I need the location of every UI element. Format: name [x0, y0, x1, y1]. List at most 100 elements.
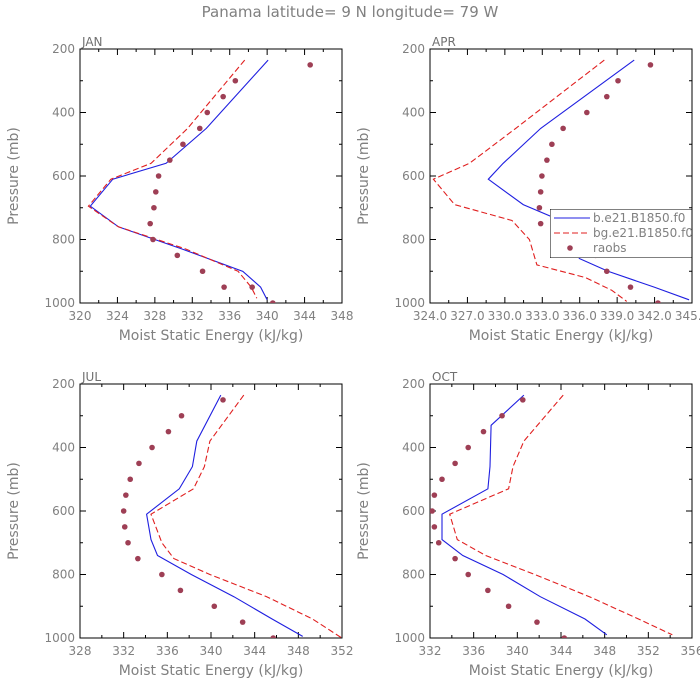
point-raobs-oct-15 — [561, 635, 568, 638]
panel-label-apr: APR — [432, 35, 456, 49]
y-tick-label-jan-3: 800 — [52, 233, 75, 247]
point-raobs-apr-5 — [549, 141, 555, 148]
point-raobs-jul-13 — [211, 603, 218, 610]
point-raobs-oct-9 — [435, 539, 442, 546]
point-raobs-apr-1 — [615, 77, 621, 84]
x-tick-label-jul-3: 340 — [200, 644, 223, 658]
series-line-b-e21-b1850-f0-jul — [146, 394, 303, 637]
y-tick-label-jul-4: 1000 — [44, 631, 75, 645]
point-raobs-jul-12 — [177, 587, 184, 594]
point-raobs-apr-2 — [603, 93, 610, 100]
panel-apr: APR 324.0 327.0 330.0 333.0 336.0 339.0 342.0 34… — [356, 35, 700, 344]
point-raobs-jan-7 — [155, 173, 162, 179]
point-raobs-jul-10 — [135, 555, 141, 562]
x-tick-label-jan-5: 340 — [256, 309, 279, 323]
series-line-b-e21-b1850-f0-apr — [487, 59, 690, 301]
point-raobs-jul-7 — [120, 508, 127, 514]
y-axis-label-jan: Pressure (mb) — [6, 127, 22, 225]
point-raobs-jul-1 — [178, 412, 185, 419]
series-line-b-e21-b1850-f0-jan — [89, 59, 269, 301]
figure-title: Panama latitude= 9 N longitude= 79 W — [202, 3, 499, 21]
point-raobs-jan-1 — [232, 77, 239, 84]
panel-label-jul: JUL — [81, 370, 101, 384]
point-raobs-apr-8 — [537, 189, 544, 195]
point-raobs-jan-8 — [152, 189, 159, 195]
point-raobs-jan-13 — [199, 268, 206, 275]
point-raobs-apr-16 — [655, 300, 661, 303]
panel-label-oct: OCT — [432, 370, 458, 384]
point-raobs-apr-6 — [544, 157, 550, 163]
y-tick-label-oct-1: 400 — [402, 441, 425, 455]
point-raobs-jan-4 — [196, 125, 203, 132]
y-tick-label-apr-4: 1000 — [394, 296, 425, 310]
point-raobs-oct-12 — [485, 587, 491, 594]
x-tick-label-jul-0: 328 — [69, 644, 92, 658]
point-raobs-apr-10 — [537, 220, 544, 227]
y-tick-label-jul-0: 200 — [52, 377, 75, 391]
point-raobs-apr-4 — [560, 125, 566, 132]
point-raobs-oct-14 — [534, 619, 540, 625]
x-tick-label-jan-3: 332 — [181, 309, 204, 323]
point-raobs-jan-12 — [174, 252, 181, 259]
point-raobs-oct-2 — [480, 428, 487, 435]
x-tick-label-oct-1: 336 — [462, 644, 485, 658]
series-line-bg-e21-b1850-f0-oct — [449, 394, 673, 636]
point-raobs-oct-11 — [465, 571, 472, 578]
point-raobs-jan-2 — [220, 93, 226, 100]
point-raobs-jul-6 — [123, 492, 129, 498]
point-raobs-oct-1 — [499, 412, 505, 419]
y-tick-label-jul-2: 600 — [52, 504, 75, 518]
point-raobs-jul-14 — [239, 619, 246, 625]
point-raobs-jan-0 — [307, 62, 313, 68]
x-tick-label-jan-6: 344 — [293, 309, 316, 323]
y-axis-label-apr: Pressure (mb) — [356, 127, 372, 225]
point-raobs-apr-15 — [627, 284, 634, 290]
x-tick-label-apr-0: 324.0 — [413, 309, 447, 323]
x-tick-label-jul-1: 332 — [112, 644, 135, 658]
chart-panels: JAN 320 324 328 332 336 340 344 348 200 400 600 800 1… — [6, 35, 700, 679]
legend-label-b-e21-b1850-f0: b.e21.B1850.f0 — [593, 211, 685, 225]
point-raobs-oct-5 — [439, 476, 445, 483]
x-tick-label-apr-7: 345.0 — [675, 309, 700, 323]
series-line-bg-e21-b1850-f0-jan — [87, 59, 258, 299]
x-tick-label-oct-5: 352 — [637, 644, 660, 658]
y-tick-label-oct-2: 600 — [402, 504, 425, 518]
x-tick-label-jul-5: 348 — [287, 644, 310, 658]
y-tick-label-jan-4: 1000 — [44, 296, 75, 310]
point-raobs-apr-7 — [539, 173, 545, 179]
legend-marker-raobs — [567, 245, 573, 251]
x-tick-label-apr-4: 336.0 — [563, 309, 597, 323]
data-layer-jul — [120, 394, 342, 638]
point-raobs-jul-8 — [121, 524, 128, 530]
point-raobs-jan-9 — [151, 204, 157, 211]
point-raobs-jul-2 — [165, 428, 172, 435]
y-tick-label-apr-2: 600 — [402, 169, 425, 183]
x-tick-label-jan-7: 348 — [331, 309, 354, 323]
point-raobs-jan-3 — [204, 109, 211, 116]
x-tick-label-jan-2: 328 — [143, 309, 166, 323]
panel-jan: JAN 320 324 328 332 336 340 344 348 200 400 600 800 1… — [6, 35, 353, 344]
point-raobs-jul-3 — [149, 444, 155, 451]
x-axis-label-apr: Moist Static Energy (kJ/kg) — [469, 328, 654, 344]
panel-oct: OCT 332 336 340 344 348 352 356 200 400 600 800 1000… — [356, 370, 700, 679]
y-tick-label-apr-3: 800 — [402, 233, 425, 247]
plot-frame-jul — [79, 383, 343, 639]
plot-frame-oct — [429, 383, 693, 639]
panel-jul: JUL 328 332 336 340 344 348 352 200 400 600 800 1000… — [6, 370, 353, 679]
point-raobs-jan-5 — [180, 141, 186, 148]
point-raobs-jan-10 — [147, 220, 153, 227]
x-tick-label-jan-4: 336 — [218, 309, 241, 323]
y-tick-label-jan-2: 600 — [52, 169, 75, 183]
point-raobs-apr-3 — [584, 109, 590, 116]
point-raobs-jul-11 — [159, 571, 165, 578]
point-raobs-oct-10 — [452, 555, 458, 562]
point-raobs-jul-4 — [136, 460, 142, 467]
x-tick-label-jul-6: 352 — [331, 644, 354, 658]
y-tick-label-jan-0: 200 — [52, 42, 75, 56]
x-axis-label-oct: Moist Static Energy (kJ/kg) — [469, 663, 654, 679]
x-tick-label-apr-1: 327.0 — [450, 309, 484, 323]
point-raobs-oct-13 — [505, 603, 512, 610]
x-tick-label-jan-1: 324 — [106, 309, 129, 323]
